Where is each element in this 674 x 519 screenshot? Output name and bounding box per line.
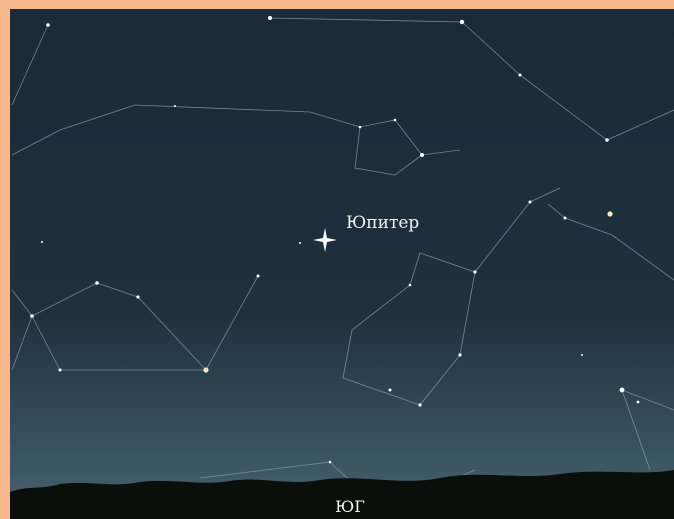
sky xyxy=(10,9,674,519)
direction-label: ЮГ xyxy=(335,497,365,516)
sky-view: Юпитер ЮГ xyxy=(0,0,674,519)
planet-label: Юпитер xyxy=(346,213,419,233)
